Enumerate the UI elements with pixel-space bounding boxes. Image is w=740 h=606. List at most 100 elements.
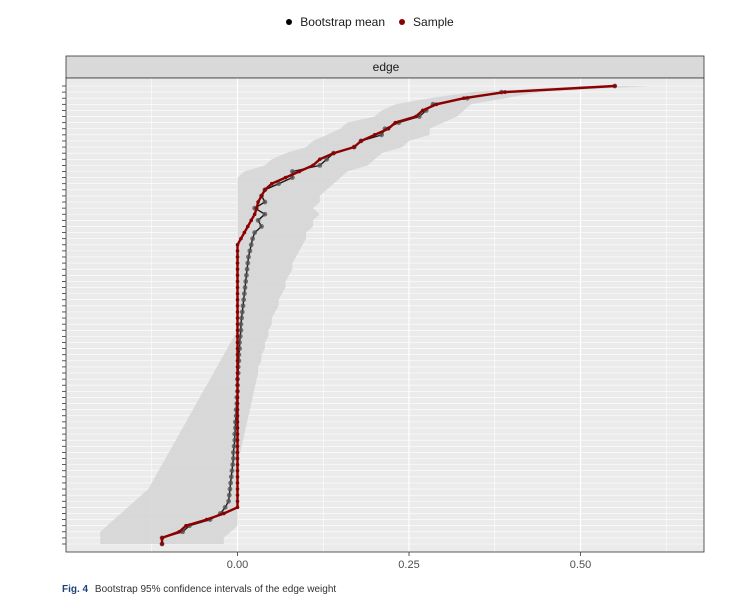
sample-point xyxy=(420,108,425,113)
bootstrap-mean-point xyxy=(244,272,249,278)
bootstrap-mean-point xyxy=(247,248,253,254)
legend-item-sample: Sample xyxy=(399,15,454,29)
sample-layer xyxy=(160,84,617,546)
bootstrap-mean-point xyxy=(232,437,238,443)
sample-point xyxy=(252,212,257,217)
sample-point xyxy=(242,230,247,235)
sample-point xyxy=(297,169,302,174)
sample-point xyxy=(259,194,264,198)
legend-item-bootstrap-mean: Bootstrap mean xyxy=(286,15,385,29)
bootstrap-mean-point xyxy=(243,279,249,284)
sample-point xyxy=(613,84,617,88)
figure-number: Fig. 4 xyxy=(62,584,89,595)
bootstrap-mean-point xyxy=(262,211,268,217)
sample-point xyxy=(331,151,336,155)
sample-point xyxy=(235,401,240,406)
bootstrap-mean-point xyxy=(227,486,233,492)
bootstrap-mean-point xyxy=(255,217,261,223)
sample-point xyxy=(235,359,240,363)
bootstrap-mean-point xyxy=(238,321,244,327)
bootstrap-mean-point xyxy=(238,327,244,333)
bootstrap-mean-point xyxy=(230,456,236,461)
sample-point xyxy=(235,310,240,314)
legend-swatch-bootstrap-mean xyxy=(286,19,293,25)
sample-point xyxy=(503,90,507,94)
bootstrap-mean-point xyxy=(239,309,245,315)
sample-point xyxy=(235,316,240,320)
figure-caption: Fig. 4 Bootstrap 95% confidence interval… xyxy=(62,584,336,595)
bootstrap-mean-point xyxy=(226,498,231,504)
sample-point xyxy=(359,139,363,143)
sample-point xyxy=(270,181,274,186)
bootstrap-mean-point xyxy=(317,162,323,168)
bootstrap-mean-point xyxy=(239,315,245,321)
panel-border xyxy=(65,77,705,553)
bootstrap-mean-point xyxy=(230,450,236,455)
sample-point xyxy=(235,261,240,265)
x-tick-label: 0.50 xyxy=(570,559,591,571)
sample-point xyxy=(352,145,356,149)
sample-point xyxy=(235,346,240,351)
sample-point xyxy=(235,322,240,326)
sample-point xyxy=(256,200,260,204)
sample-point xyxy=(235,493,240,497)
sample-point xyxy=(235,371,240,375)
sample-point xyxy=(235,462,240,467)
sample-point xyxy=(245,224,250,229)
sample-point xyxy=(235,255,240,259)
sample-point xyxy=(235,242,240,247)
sample-point xyxy=(235,334,240,339)
bootstrap-mean-point xyxy=(222,504,228,510)
sample-point xyxy=(235,383,240,388)
bootstrap-mean-point xyxy=(230,462,236,468)
sample-point xyxy=(235,426,240,430)
sample-point xyxy=(235,297,240,302)
sample-point xyxy=(235,450,240,455)
sample-point xyxy=(235,285,240,290)
sample-point xyxy=(254,206,259,210)
bootstrap-mean-point xyxy=(252,230,258,235)
bootstrap-mean-point xyxy=(229,468,235,474)
sample-point xyxy=(177,529,181,534)
bootstrap-mean-point xyxy=(228,480,234,486)
sample-point xyxy=(235,420,240,424)
bootstrap-mean-point xyxy=(242,285,248,290)
sample-point xyxy=(235,304,240,308)
sample-point xyxy=(235,499,240,504)
sample-point xyxy=(235,481,240,485)
sample-line xyxy=(160,84,615,544)
bootstrap-mean-point xyxy=(246,254,251,260)
sample-point xyxy=(235,273,240,278)
bootstrap-mean-point xyxy=(245,260,251,266)
facet-strip-label: edge xyxy=(373,60,400,74)
sample-point xyxy=(263,188,267,192)
sample-point xyxy=(235,291,240,296)
x-tick-label: 0.25 xyxy=(398,559,419,571)
bootstrap-mean-point xyxy=(226,492,232,498)
sample-point xyxy=(434,102,439,107)
bootstrap-mean-point xyxy=(241,297,247,303)
legend-label-sample: Sample xyxy=(413,15,454,29)
sample-point xyxy=(239,236,243,241)
sample-point xyxy=(235,456,240,461)
sample-point xyxy=(235,438,240,442)
bootstrap-mean-point xyxy=(241,291,247,297)
bootstrap-mean-point xyxy=(231,443,237,449)
bootstrap-mean-point xyxy=(237,333,243,339)
bootstrap-mean-point xyxy=(232,431,238,437)
sample-point xyxy=(235,487,240,491)
sample-point xyxy=(311,163,315,168)
sample-point xyxy=(235,352,240,357)
sample-point xyxy=(235,267,240,272)
bootstrap-mean-point xyxy=(276,181,282,187)
sample-point xyxy=(235,279,240,284)
figure-caption-text: Bootstrap 95% confidence intervals of th… xyxy=(94,584,337,595)
bootstrap-mean-point xyxy=(262,199,268,205)
sample-point xyxy=(235,413,240,418)
bootstrap-mean-point xyxy=(228,474,234,480)
legend-label-bootstrap-mean: Bootstrap mean xyxy=(300,15,386,29)
sample-point xyxy=(235,249,240,253)
sample-point xyxy=(235,328,240,333)
bootstrap-mean-point xyxy=(248,242,254,248)
bootstrap-mean-point xyxy=(250,236,255,242)
